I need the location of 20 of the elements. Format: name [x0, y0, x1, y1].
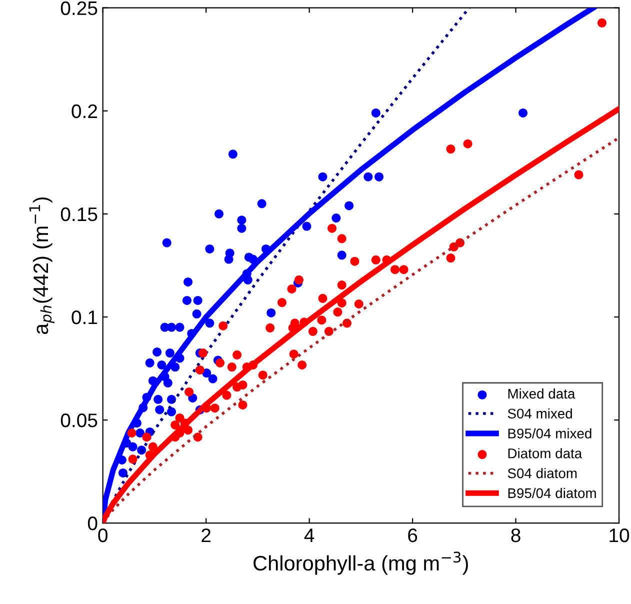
x-tick-label: 6 — [408, 528, 418, 542]
legend-label: Diatom data — [508, 448, 582, 458]
x-tick-label: 10 — [610, 528, 630, 542]
x-tick-label: 4 — [304, 528, 314, 542]
x-tick-label: 0 — [98, 528, 108, 542]
y-tick-label: 0.2 — [72, 104, 98, 118]
legend-label: B95/04 diatom — [508, 488, 596, 498]
legend-label: Mixed data — [508, 388, 576, 399]
x-axis-title: Chlorophyll-a (mg m$^{−3}$) — [254, 552, 468, 575]
legend-label: S04 mixed — [508, 408, 572, 419]
legend-label: S04 diatom — [508, 468, 577, 478]
x-tick-label: 2 — [202, 528, 211, 542]
x-tick-label: 8 — [511, 528, 520, 542]
y-axis-title: a$_{ph}$(442) (m$^{−1}$) — [29, 197, 54, 334]
y-tick-label: 0.05 — [60, 413, 98, 428]
y-tick-label: 0 — [88, 516, 98, 530]
y-tick-label: 0.25 — [60, 1, 98, 16]
y-tick-label: 0.15 — [60, 207, 98, 222]
legend-label: B95/04 mixed — [508, 428, 592, 438]
y-tick-label: 0.1 — [72, 310, 98, 324]
